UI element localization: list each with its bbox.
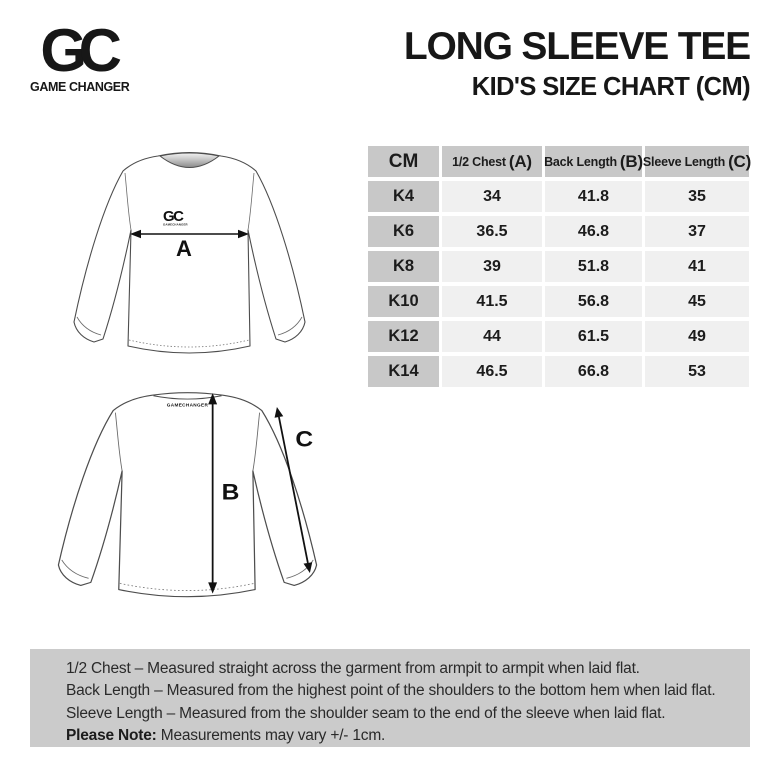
brand-logo-monogram: GC	[40, 17, 122, 84]
size-cell-k14: K14	[368, 356, 439, 387]
value-cell-k4-sleeve: 35	[645, 181, 749, 212]
value-cell-k8-sleeve: 41	[645, 251, 749, 282]
collar	[158, 152, 221, 168]
page-subtitle: KID'S SIZE CHART (CM)	[471, 73, 751, 101]
size-cell-k8: K8	[368, 251, 439, 282]
column-header-sleeve-name: Sleeve Length	[642, 154, 726, 169]
value-cell-k12-back: 61.5	[545, 321, 642, 352]
sleeve-length-arrow	[274, 406, 313, 573]
note-line-back-length: Back Length – Measured from the highest …	[66, 682, 716, 700]
chest-logo: GC	[163, 208, 184, 225]
column-header-unit: CM	[368, 146, 439, 177]
size-cell-k10: K10	[368, 286, 439, 317]
note-disclaimer-text: Measurements may vary +/- 1cm.	[156, 726, 386, 744]
measurement-label-b: B	[222, 479, 240, 504]
measurement-label-c: C	[295, 426, 313, 451]
brand-logo-wordmark: GAME CHANGER	[30, 80, 130, 94]
back-neckline	[153, 395, 222, 400]
value-cell-k6-sleeve: 37	[645, 216, 749, 247]
value-cell-k14-back: 66.8	[545, 356, 642, 387]
value-cell-k4-back: 41.8	[545, 181, 642, 212]
left-armhole-seam	[114, 412, 123, 471]
column-header-back-name: Back Length	[544, 154, 617, 169]
chest-width-arrow	[130, 229, 249, 239]
value-cell-k4-chest: 34	[442, 181, 542, 212]
left-cuff-line	[76, 316, 102, 336]
back-neck-text: GAMECHANGER	[167, 403, 209, 408]
right-cuff-line	[277, 316, 303, 336]
note-line-sleeve-length: Sleeve Length – Measured from the should…	[66, 704, 666, 722]
hem-stitch-line	[119, 583, 255, 591]
value-cell-k12-sleeve: 49	[645, 321, 749, 352]
value-cell-k14-chest: 46.5	[442, 356, 542, 387]
value-cell-k8-chest: 39	[442, 251, 542, 282]
column-header-sleeve-length: Sleeve Length (C)	[642, 146, 752, 177]
back-shirt-diagram: GAMECHANGER B C	[57, 392, 318, 598]
title-block: LONG SLEEVE TEE KID'S SIZE CHART (CM)	[403, 25, 751, 102]
page-title: LONG SLEEVE TEE	[403, 25, 751, 68]
size-cell-k4: K4	[368, 181, 439, 212]
value-cell-k12-chest: 44	[442, 321, 542, 352]
hem-stitch-line	[128, 339, 250, 348]
value-cell-k6-back: 46.8	[545, 216, 642, 247]
size-table: CM 1/2 Chest (A) Back Length (B) Sleeve …	[368, 146, 752, 387]
right-cuff-line	[286, 559, 314, 579]
measurement-notes: 1/2 Chest – Measured straight across the…	[30, 649, 750, 747]
value-cell-k6-chest: 36.5	[442, 216, 542, 247]
note-line-chest: 1/2 Chest – Measured straight across the…	[66, 660, 640, 677]
right-armhole-seam	[247, 172, 255, 231]
value-cell-k14-sleeve: 53	[645, 356, 749, 387]
shirt-outline	[57, 392, 318, 598]
left-cuff-line	[61, 559, 89, 579]
column-header-chest-name: 1/2 Chest	[452, 154, 506, 169]
column-header-back-length: Back Length (B)	[544, 146, 643, 177]
left-armhole-seam	[124, 172, 132, 231]
value-cell-k10-chest: 41.5	[442, 286, 542, 317]
size-cell-k6: K6	[368, 216, 439, 247]
value-cell-k10-back: 56.8	[545, 286, 642, 317]
body-length-arrow	[208, 393, 218, 594]
column-header-back-key: (B)	[619, 151, 643, 171]
front-shirt-diagram: GC GAMECHANGER A	[73, 151, 306, 354]
column-header-chest: 1/2 Chest (A)	[442, 146, 542, 177]
column-header-chest-key: (A)	[508, 151, 532, 171]
size-cell-k12: K12	[368, 321, 439, 352]
measurement-label-a: A	[176, 236, 192, 261]
note-line-disclaimer: Please Note: Measurements may vary +/- 1…	[66, 725, 732, 747]
value-cell-k10-sleeve: 45	[645, 286, 749, 317]
value-cell-k8-back: 51.8	[545, 251, 642, 282]
right-armhole-seam	[252, 412, 261, 471]
note-disclaimer-label: Please Note:	[66, 726, 157, 744]
brand-logo: GC GAME CHANGER	[30, 17, 130, 95]
shirt-outline	[73, 151, 306, 354]
chest-logo-subtext: GAMECHANGER	[163, 223, 188, 227]
column-header-sleeve-key: (C)	[728, 151, 752, 171]
